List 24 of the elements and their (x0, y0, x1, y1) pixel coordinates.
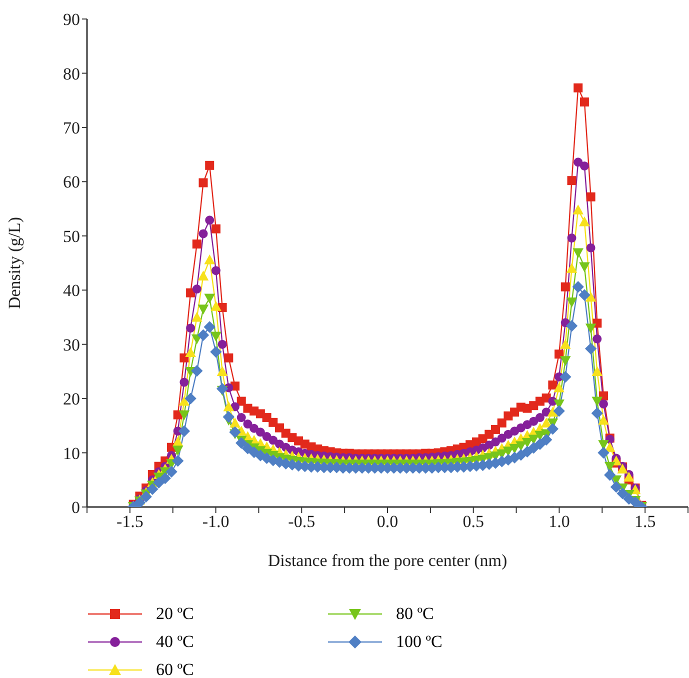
x-tick-label: 1.0 (548, 512, 570, 532)
x-tick-label: -1.0 (202, 512, 230, 532)
y-tick-label: 80 (63, 64, 80, 84)
y-tick-label: 0 (72, 498, 80, 518)
y-tick-label: 10 (63, 444, 80, 463)
legend-label: 100 ºC (396, 632, 442, 652)
x-tick-label: 1.5 (634, 512, 656, 532)
x-tick-label: 0.0 (376, 512, 398, 532)
y-axis-title: Density (g/L) (5, 216, 24, 310)
y-tick-label: 50 (63, 226, 80, 246)
y-tick-label: 60 (63, 172, 80, 192)
y-tick-label: 70 (63, 118, 80, 138)
x-tick-label: -1.5 (116, 512, 144, 532)
legend-label: 60 ºC (156, 660, 194, 678)
x-axis-title: Distance from the pore center (nm) (268, 551, 508, 570)
y-tick-label: 40 (63, 281, 80, 300)
y-tick-label: 20 (63, 390, 80, 409)
legend-label: 40 ºC (156, 632, 194, 652)
legend-label: 20 ºC (156, 604, 194, 624)
x-tick-label: 0.5 (462, 512, 484, 532)
y-tick-label: 30 (63, 335, 80, 354)
legend-label: 80 ºC (396, 604, 434, 624)
y-tick-label: 90 (63, 10, 80, 30)
x-tick-label: -0.5 (288, 512, 316, 532)
